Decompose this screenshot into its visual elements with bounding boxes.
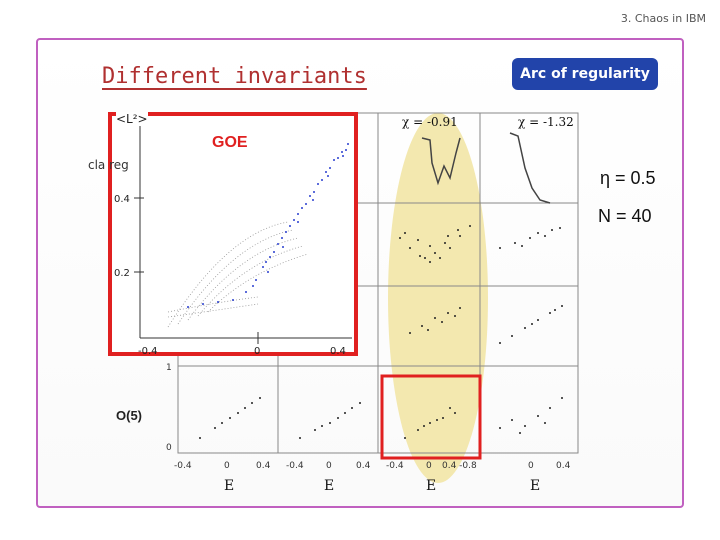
x-tick: 0.4	[356, 461, 371, 471]
slide-title: Different invariants	[102, 64, 367, 89]
x-tick: 0	[326, 461, 332, 471]
n-label: N = 40	[598, 206, 652, 226]
l2-label: <L²>	[116, 112, 148, 126]
breadcrumb: 3. Chaos in IBM	[620, 12, 706, 25]
inset-y-tick: 0.2	[114, 268, 130, 279]
chi-label-2: χ = -1.32	[518, 115, 574, 129]
chi-label-1: χ = -0.91	[402, 115, 458, 129]
o5-label: O(5)	[116, 408, 142, 423]
dots-row-2	[399, 225, 561, 263]
goe-label: GOE	[212, 134, 248, 151]
x-axis-label: E	[426, 478, 436, 494]
x-tick: 0	[528, 461, 534, 471]
x-tick: 0.4	[556, 461, 571, 471]
curve-top-4	[509, 132, 551, 204]
inset-blue-dots	[187, 143, 349, 308]
arc-of-regularity-badge: Arc of regularity	[512, 58, 658, 90]
x-tick: 0	[426, 461, 432, 471]
y-tick-bottom-1: 1	[166, 363, 172, 373]
goe-inset-plot: 0.4 0.2 -0.4 0 0.4	[114, 126, 352, 356]
arc-of-regularity-band	[388, 113, 488, 483]
x-tick: -0.4	[386, 461, 404, 471]
inset-grey-dots	[167, 221, 309, 328]
eta-label: η = 0.5	[600, 168, 656, 188]
x-tick: 0.4 -0.8	[442, 461, 477, 471]
x-tick: -0.4	[174, 461, 192, 471]
x-axis-label: E	[324, 478, 334, 494]
inset-x-tick: -0.4	[138, 346, 158, 356]
plot-grid: χ = -0.91 χ = -1.32 1 0 -0.4 0 0.4	[166, 112, 579, 494]
selected-panel-box	[380, 374, 482, 460]
x-axis-label: E	[224, 478, 234, 494]
inset-x-tick: 0	[254, 346, 260, 356]
dots-row-4	[199, 397, 563, 439]
goe-inset-panel	[108, 112, 358, 356]
x-tick: -0.4	[286, 461, 304, 471]
inset-x-tick: 0.4	[330, 346, 346, 356]
x-axis-label: E	[530, 478, 540, 494]
dots-row-3	[409, 305, 563, 344]
x-tick: 0	[224, 461, 230, 471]
inset-y-tick: 0.4	[114, 194, 130, 205]
cla-reg-label: cla reg	[88, 158, 129, 172]
y-tick-bottom-2: 0	[166, 443, 172, 453]
x-tick: 0.4	[256, 461, 271, 471]
curve-top-3	[421, 137, 461, 186]
